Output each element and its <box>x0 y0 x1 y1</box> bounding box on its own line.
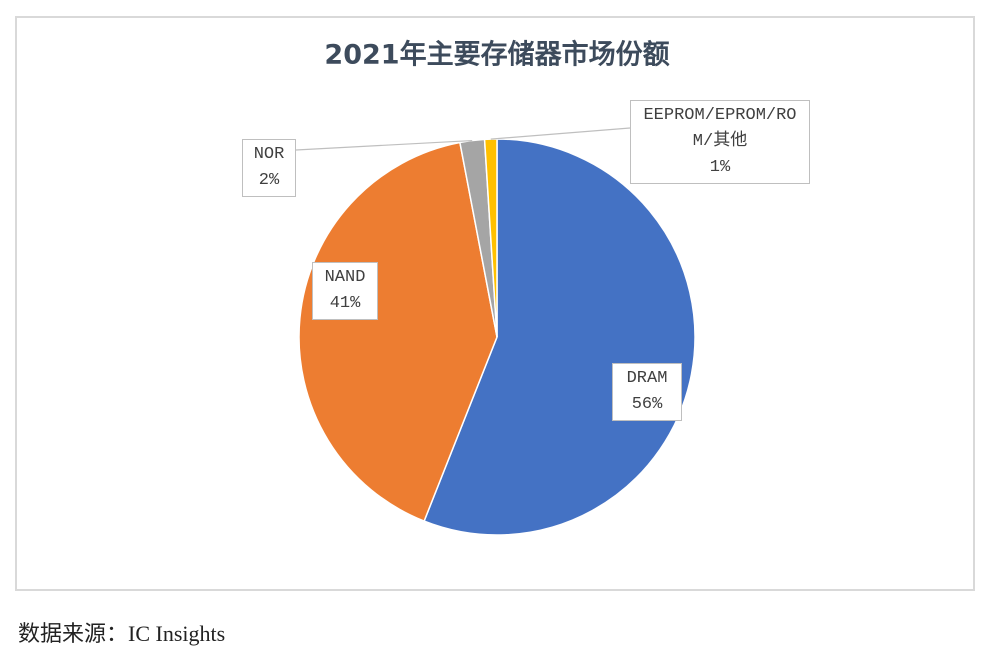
label-category: NOR <box>253 145 285 164</box>
chart: 2021年主要存储器市场份额 <box>15 16 975 591</box>
leader-line <box>490 127 631 140</box>
label-value: 41% <box>329 294 361 313</box>
label-value: 1% <box>709 158 731 177</box>
label-category: DRAM <box>626 369 668 388</box>
pie-slice <box>423 138 696 536</box>
label-value: 2% <box>258 171 280 190</box>
source-note: 数据来源：IC Insights <box>18 621 226 646</box>
leader-line <box>295 139 473 151</box>
label-category: NAND <box>324 268 366 287</box>
pie-slice <box>298 141 498 523</box>
label-value: 56% <box>631 395 663 414</box>
data-label: NOR 2% <box>242 139 296 197</box>
chart-title: 2021年主要存储器市场份额 <box>324 39 669 71</box>
data-label: DRAM 56% <box>612 363 682 421</box>
data-label: NAND 41% <box>312 262 378 320</box>
label-category: EEPROM/EPROM/ROM/其他 <box>643 106 797 151</box>
data-label: EEPROM/EPROM/ROM/其他 1% <box>630 100 810 184</box>
